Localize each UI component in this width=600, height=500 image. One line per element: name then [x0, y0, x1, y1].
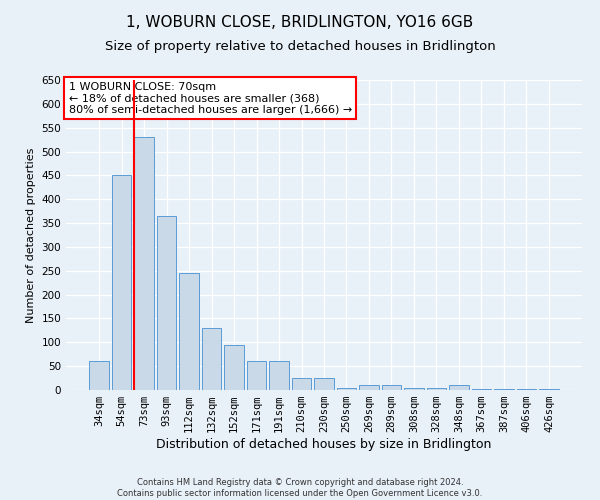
X-axis label: Distribution of detached houses by size in Bridlington: Distribution of detached houses by size … — [157, 438, 491, 451]
Text: 1 WOBURN CLOSE: 70sqm
← 18% of detached houses are smaller (368)
80% of semi-det: 1 WOBURN CLOSE: 70sqm ← 18% of detached … — [68, 82, 352, 115]
Bar — [337, 388, 356, 390]
Bar — [472, 388, 491, 390]
Y-axis label: Number of detached properties: Number of detached properties — [26, 148, 36, 322]
Bar — [314, 378, 334, 390]
Bar — [112, 176, 131, 390]
Bar — [517, 388, 536, 390]
Bar — [382, 385, 401, 390]
Bar — [292, 378, 311, 390]
Text: Contains HM Land Registry data © Crown copyright and database right 2024.
Contai: Contains HM Land Registry data © Crown c… — [118, 478, 482, 498]
Bar — [134, 137, 154, 390]
Text: Size of property relative to detached houses in Bridlington: Size of property relative to detached ho… — [104, 40, 496, 53]
Bar — [539, 388, 559, 390]
Bar — [427, 388, 446, 390]
Bar — [269, 362, 289, 390]
Bar — [404, 388, 424, 390]
Bar — [247, 362, 266, 390]
Bar — [224, 344, 244, 390]
Bar — [89, 362, 109, 390]
Bar — [359, 385, 379, 390]
Bar — [494, 388, 514, 390]
Bar — [202, 328, 221, 390]
Bar — [179, 273, 199, 390]
Bar — [157, 216, 176, 390]
Bar — [449, 385, 469, 390]
Text: 1, WOBURN CLOSE, BRIDLINGTON, YO16 6GB: 1, WOBURN CLOSE, BRIDLINGTON, YO16 6GB — [127, 15, 473, 30]
